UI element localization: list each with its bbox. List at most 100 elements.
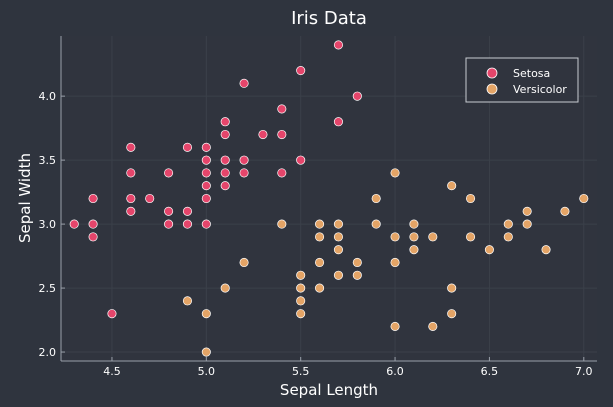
x-tick-label: 7.0 <box>575 365 593 378</box>
y-tick-label: 2.5 <box>39 282 57 295</box>
data-point-setosa <box>258 129 268 140</box>
data-point-setosa <box>296 155 306 165</box>
data-point-setosa <box>220 181 230 191</box>
data-point-setosa <box>220 117 230 127</box>
data-point-versicolor <box>447 309 457 319</box>
data-point-versicolor <box>296 296 306 306</box>
data-points <box>69 40 589 357</box>
legend-label-setosa: Setosa <box>513 67 550 80</box>
data-point-setosa <box>201 142 211 152</box>
data-point-setosa <box>126 168 136 178</box>
y-axis-label: Sepal Width <box>16 153 34 243</box>
tick-labels: 4.5 5.0 5.5 6.0 6.5 7.0 2.0 2.5 3.0 3.5 4.0 <box>39 90 593 378</box>
x-axis-label: Sepal Length <box>280 381 378 399</box>
data-point-versicolor <box>541 245 551 255</box>
data-point-setosa <box>333 117 343 127</box>
data-point-versicolor <box>239 257 249 268</box>
data-point-setosa <box>220 129 230 140</box>
data-point-versicolor <box>503 232 513 242</box>
data-point-setosa <box>201 193 211 204</box>
data-point-setosa <box>164 168 174 178</box>
data-point-setosa <box>201 155 211 165</box>
data-point-setosa <box>277 129 287 140</box>
data-point-setosa <box>126 193 136 204</box>
data-point-setosa <box>277 104 287 114</box>
data-point-setosa <box>126 206 136 216</box>
data-point-versicolor <box>465 193 476 204</box>
data-point-setosa <box>201 168 211 178</box>
data-point-versicolor <box>428 321 438 332</box>
data-point-versicolor <box>390 232 400 242</box>
data-point-setosa <box>88 232 98 242</box>
data-point-versicolor <box>220 283 230 293</box>
data-point-versicolor <box>428 232 438 242</box>
data-point-versicolor <box>296 270 306 280</box>
axes <box>60 36 597 362</box>
data-point-versicolor <box>484 245 494 255</box>
data-point-setosa <box>220 168 230 178</box>
legend-box <box>465 57 579 103</box>
data-point-versicolor <box>390 257 400 268</box>
data-point-versicolor <box>296 283 306 293</box>
data-point-versicolor <box>409 232 419 242</box>
data-point-versicolor <box>390 168 400 178</box>
data-point-versicolor <box>522 219 532 229</box>
data-point-versicolor <box>182 296 193 306</box>
data-point-versicolor <box>333 245 343 255</box>
legend-marker-setosa <box>486 67 498 79</box>
data-point-versicolor <box>409 219 419 229</box>
data-point-versicolor <box>315 283 325 293</box>
data-point-setosa <box>69 219 79 229</box>
data-point-setosa <box>277 168 287 178</box>
y-tick-label: 4.0 <box>39 90 57 103</box>
data-point-setosa <box>220 155 230 165</box>
data-point-versicolor <box>371 193 381 204</box>
data-point-versicolor <box>579 193 589 204</box>
data-point-setosa <box>88 193 98 204</box>
data-point-versicolor <box>522 206 532 216</box>
y-tick-label: 3.5 <box>39 154 57 167</box>
data-point-setosa <box>201 181 211 191</box>
data-point-setosa <box>182 219 193 229</box>
data-point-versicolor <box>333 219 343 229</box>
data-point-versicolor <box>333 270 343 280</box>
data-point-setosa <box>182 206 193 216</box>
data-point-setosa <box>145 193 155 204</box>
x-tick-label: 4.5 <box>103 365 121 378</box>
data-point-setosa <box>88 219 98 229</box>
data-point-versicolor <box>315 219 325 229</box>
data-point-versicolor <box>277 219 287 229</box>
data-point-versicolor <box>447 181 457 191</box>
data-point-setosa <box>107 309 117 319</box>
data-point-versicolor <box>315 232 325 242</box>
data-point-versicolor <box>371 219 381 229</box>
legend-label-versicolor: Versicolor <box>513 83 567 96</box>
data-point-versicolor <box>352 270 362 280</box>
data-point-setosa <box>201 219 211 229</box>
data-point-setosa <box>239 155 249 165</box>
legend: Setosa Versicolor <box>465 57 579 103</box>
data-point-versicolor <box>296 309 306 319</box>
legend-marker-versicolor <box>486 83 498 95</box>
data-point-versicolor <box>409 245 419 255</box>
data-point-setosa <box>352 91 362 101</box>
data-point-versicolor <box>315 257 325 268</box>
data-point-setosa <box>239 78 249 88</box>
chart-title: Iris Data <box>291 8 367 29</box>
data-point-setosa <box>126 142 136 152</box>
data-point-versicolor <box>201 347 211 357</box>
data-point-versicolor <box>503 219 513 229</box>
data-point-setosa <box>164 219 174 229</box>
data-point-setosa <box>296 65 306 76</box>
data-point-setosa <box>333 40 343 50</box>
x-tick-label: 6.0 <box>386 365 404 378</box>
data-point-versicolor <box>333 232 343 242</box>
data-point-versicolor <box>447 283 457 293</box>
data-point-versicolor <box>465 232 476 242</box>
x-tick-label: 5.5 <box>292 365 310 378</box>
data-point-setosa <box>239 168 249 178</box>
y-tick-label: 3.0 <box>39 218 57 231</box>
x-tick-label: 5.0 <box>198 365 216 378</box>
data-point-setosa <box>164 206 174 216</box>
